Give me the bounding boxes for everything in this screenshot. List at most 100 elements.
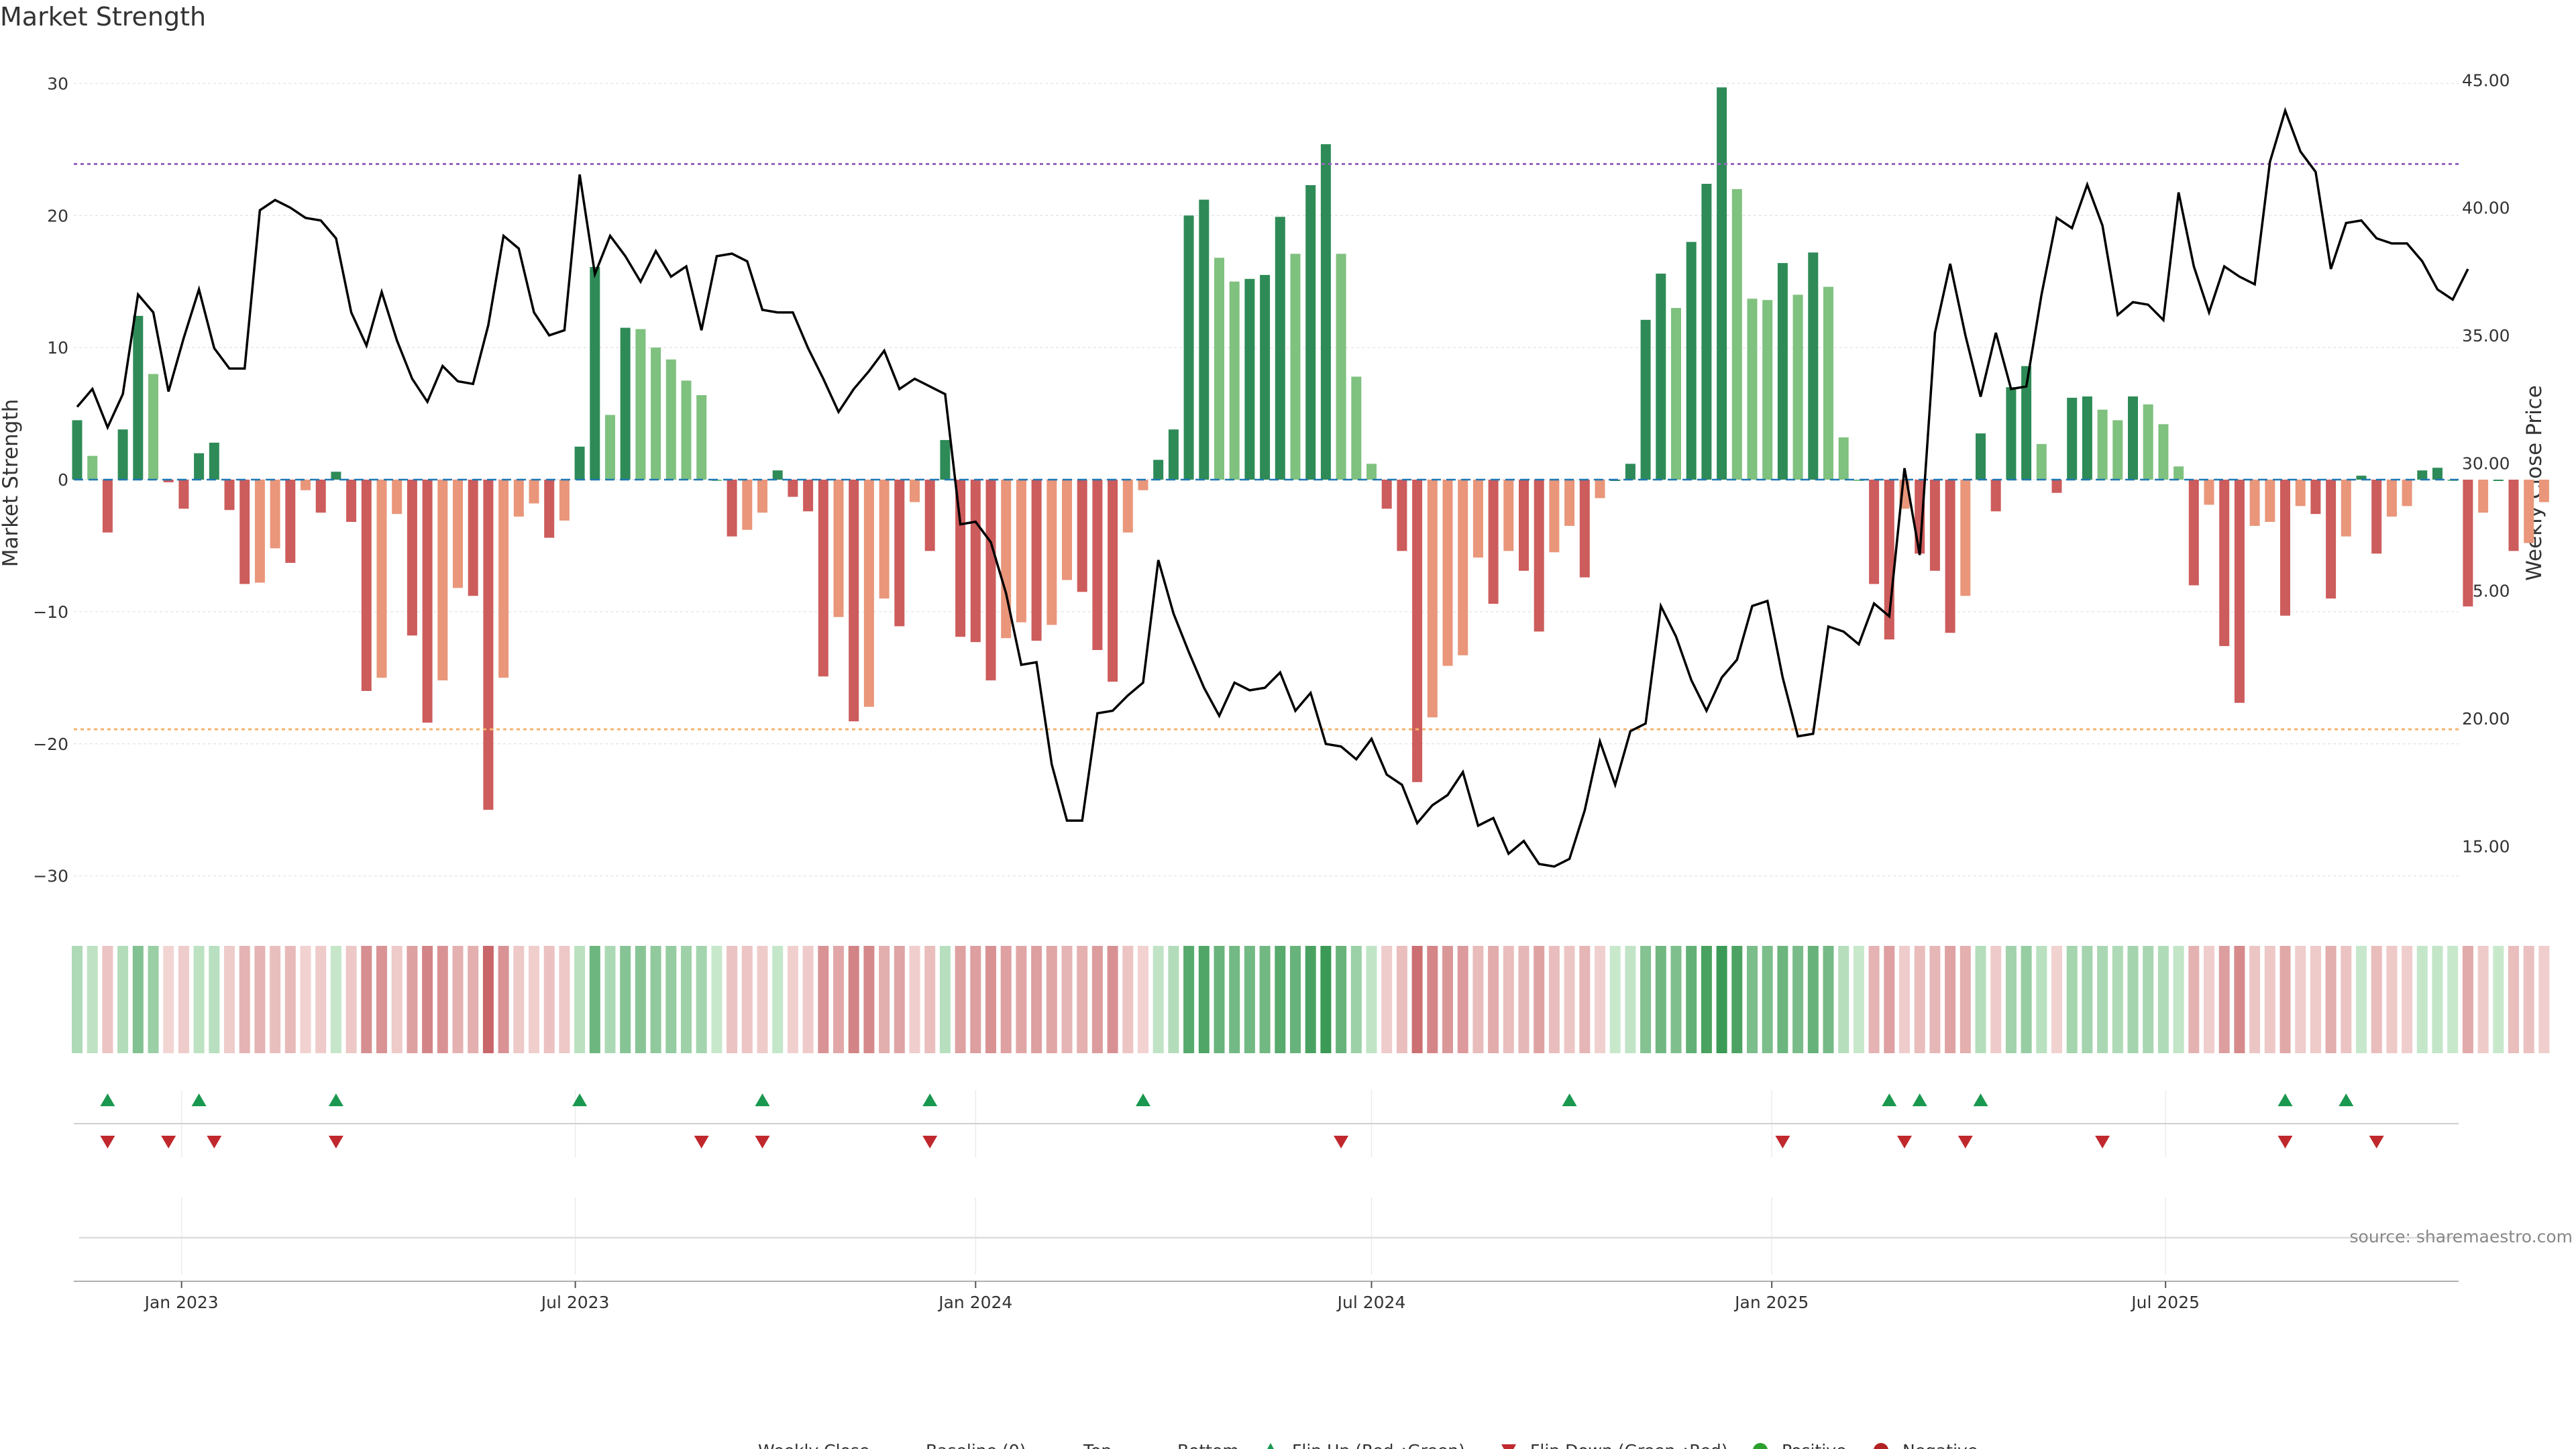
strength-bar [2128, 396, 2138, 480]
strip-cell [407, 946, 418, 1053]
strip-cell [1609, 946, 1621, 1053]
strength-bar [727, 480, 737, 537]
strip-cell [879, 946, 890, 1053]
strip-cell [1975, 946, 1986, 1053]
strength-bar [1397, 480, 1407, 551]
strip-cell [970, 946, 981, 1053]
strip-cell [2143, 946, 2154, 1053]
strip-cell [1457, 946, 1468, 1053]
legend-label: Top [1083, 1441, 1112, 1449]
x-tick-label: Jan 2025 [1733, 1293, 1809, 1312]
legend-label: Flip Up (Red→Green) [1292, 1441, 1465, 1449]
strength-bar [1731, 189, 1742, 480]
strength-bar [2021, 366, 2032, 480]
strip-cell [1716, 946, 1727, 1053]
strength-bar [1183, 215, 1194, 480]
strip-cell [1046, 946, 1057, 1053]
strip-cell [1350, 946, 1362, 1053]
strength-bar [818, 480, 828, 677]
strip-cell [1229, 946, 1240, 1053]
strength-bar [894, 480, 905, 627]
strip-cell [2066, 946, 2078, 1053]
strip-cell [1686, 946, 1697, 1053]
flip-up-marker [1912, 1093, 1927, 1106]
strip-cell [787, 946, 798, 1053]
strength-bar [1990, 480, 2001, 512]
strength-bar [2538, 480, 2549, 502]
left-tick-label: 10 [47, 338, 68, 358]
strip-cell [772, 946, 784, 1053]
strength-bar [1031, 480, 1042, 641]
strength-bar [2371, 480, 2382, 554]
strength-bar [1214, 258, 1224, 480]
strength-bar [559, 480, 570, 521]
flip-up-marker [1562, 1093, 1577, 1106]
x-tick-label: Jul 2023 [540, 1293, 610, 1312]
strip-cell [1290, 946, 1301, 1053]
strip-cell [559, 946, 570, 1053]
strip-cell [1396, 946, 1407, 1053]
strip-cell [543, 946, 555, 1053]
strength-bar [2463, 480, 2473, 606]
x-tick-label: Jul 2024 [1336, 1293, 1406, 1312]
strength-bar [1153, 460, 1164, 480]
strength-bar [453, 480, 463, 588]
strip-cell [848, 946, 859, 1053]
strip-cell [2447, 946, 2459, 1053]
strip-cell [1442, 946, 1453, 1053]
strength-bar [1564, 480, 1575, 526]
strip-cell [132, 946, 144, 1053]
left-tick-label: −10 [33, 602, 68, 622]
strip-cell [2310, 946, 2321, 1053]
strip-cell [102, 946, 113, 1053]
strength-bar [1823, 286, 1833, 480]
strip-cell [1275, 946, 1286, 1053]
strip-cell [1792, 946, 1804, 1053]
strength-bar [102, 480, 113, 533]
strip-cell [2356, 946, 2367, 1053]
strip-cell [1929, 946, 1941, 1053]
strip-cell [604, 946, 616, 1053]
strength-bar [2386, 480, 2397, 517]
strength-bar [2234, 480, 2245, 703]
strength-bar [620, 327, 631, 480]
strength-bar [833, 480, 844, 617]
strength-bar [148, 374, 158, 480]
strip-cell [1366, 946, 1377, 1053]
strip-cell [1320, 946, 1332, 1053]
strip-cell [620, 946, 631, 1053]
strength-heat-strip [72, 946, 2550, 1053]
strip-cell [2325, 946, 2337, 1053]
strip-cell [361, 946, 372, 1053]
strength-bar [665, 359, 676, 480]
strip-cell [1579, 946, 1591, 1053]
strength-bar [879, 480, 890, 599]
left-tick-label: 30 [47, 74, 68, 93]
chart-title: Market Strength [0, 2, 206, 32]
strip-cell [2005, 946, 2017, 1053]
flip-markers-panel [74, 1090, 2459, 1157]
left-axis-ticks: 30 20 10 0 −10 −20 −30 [33, 74, 68, 885]
strip-cell [117, 946, 129, 1053]
strip-cell [1625, 946, 1636, 1053]
strength-bar [1046, 480, 1057, 625]
flip-up-marker [2339, 1093, 2354, 1106]
strength-bar [1168, 429, 1179, 480]
strength-bar [2280, 480, 2290, 616]
strip-cell [452, 946, 464, 1053]
strength-bar [2508, 480, 2519, 551]
strip-cell [2188, 946, 2200, 1053]
strength-bar [1503, 480, 1514, 551]
legend-item-positive: Positive [1753, 1441, 1846, 1449]
strength-bar [1762, 300, 1773, 480]
flip-down-marker [1897, 1136, 1912, 1148]
strength-bar [1336, 254, 1346, 480]
strength-bar [2310, 480, 2321, 515]
right-tick-label: 15.00 [2462, 837, 2510, 856]
strength-bar [2524, 480, 2534, 543]
strength-bar [2265, 480, 2275, 522]
strip-cell [1747, 946, 1758, 1053]
strength-bar [696, 395, 707, 480]
strip-cell [2204, 946, 2214, 1053]
flip-down-marker [694, 1136, 709, 1148]
